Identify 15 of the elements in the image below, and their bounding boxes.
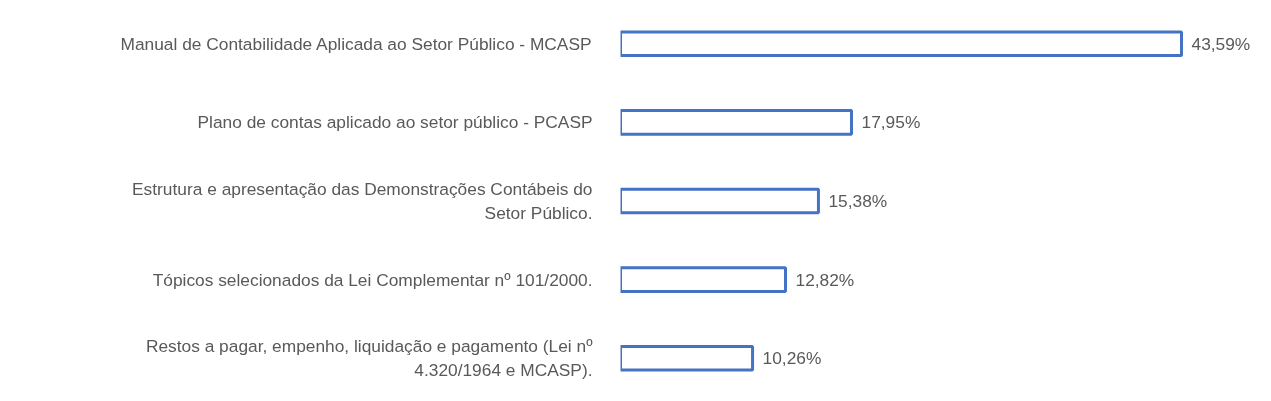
data-label: 43,59% (1191, 33, 1251, 54)
bar (620, 30, 1183, 58)
bar (620, 266, 787, 293)
y-tick-label: Tópicos selecionados da Lei Complementar nº 101/2000. (152, 269, 593, 290)
y-tick-label: Restos a pagar, empenho, liquidação e pagamento (Lei nº 4.320/1964 e MCASP). (145, 336, 594, 381)
y-tick-label: Manual de Contabilidade Aplicada ao Setor Público - MCASP (120, 33, 592, 54)
data-label: 10,26% (762, 348, 822, 369)
y-tick-label: Plano de contas aplicado ao setor público - PCASP (197, 112, 593, 133)
data-label: 12,82% (795, 269, 855, 290)
y-tick-label: Estrutura e apresentação das Demonstrações Contábeis do Setor Público. (132, 179, 593, 223)
bar (620, 344, 755, 372)
bar (620, 187, 820, 215)
bar (620, 109, 854, 136)
data-label: 17,95% (861, 112, 921, 133)
data-label: 15,38% (828, 191, 888, 211)
